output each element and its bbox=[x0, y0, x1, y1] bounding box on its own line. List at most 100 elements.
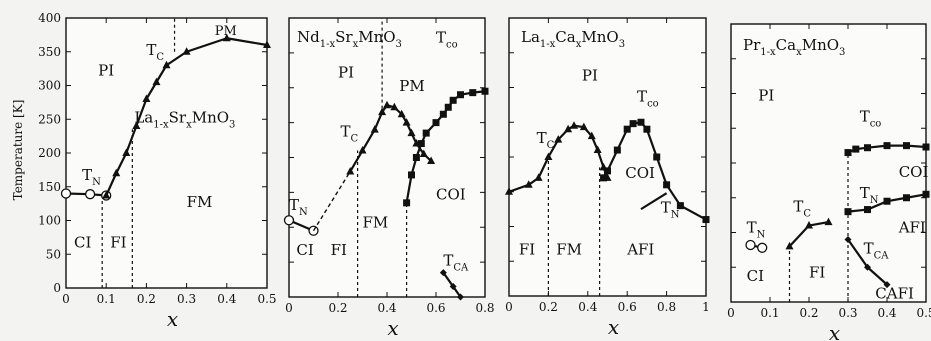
data-point-tco bbox=[417, 140, 425, 148]
panel-title: Pr1-xCaxMnO3 bbox=[743, 36, 845, 58]
phase-annotation: TC bbox=[793, 198, 811, 220]
data-point-tn bbox=[864, 206, 871, 214]
phase-annotation-part: PI bbox=[338, 63, 354, 81]
y-tick-label: 400 bbox=[38, 11, 61, 25]
phase-annotation-part: 1-x bbox=[153, 120, 169, 131]
phase-annotation: TCA bbox=[864, 239, 890, 261]
phase-annotation-part: FI bbox=[110, 234, 126, 252]
phase-annotation-part: co bbox=[446, 39, 458, 50]
x-tick-label: 0.2 bbox=[799, 306, 818, 320]
data-point-tn bbox=[883, 197, 891, 205]
panel-1: 0 0.1 0.2 0.3 0.4 0.5 0 50 100 150 200 250 300 350 400… bbox=[38, 11, 276, 331]
phase-annotation: TN bbox=[747, 219, 766, 241]
x-tick-label: 0.4 bbox=[877, 306, 896, 320]
data-point-tca bbox=[864, 263, 871, 271]
data-point-tco bbox=[469, 89, 477, 97]
phase-annotation: FI bbox=[809, 264, 825, 282]
data-point-tc bbox=[824, 217, 833, 226]
phase-annotation: Tco bbox=[637, 87, 659, 109]
x-axis-label: x bbox=[167, 307, 178, 331]
data-point-tco bbox=[903, 142, 910, 150]
x-axis-label: x bbox=[829, 321, 840, 341]
data-point-tco bbox=[412, 154, 420, 161]
phase-annotation-part: FI bbox=[809, 264, 825, 282]
phase-annotation: TCA bbox=[443, 252, 469, 274]
phase-annotation: CI bbox=[74, 234, 91, 252]
x-tick-label: 0.4 bbox=[377, 301, 396, 315]
phase-annotation-part: PI bbox=[758, 86, 774, 104]
phase-annotation-part: T bbox=[289, 196, 299, 214]
plot-frame bbox=[730, 23, 927, 303]
data-point-tc bbox=[570, 121, 579, 129]
x-tick-label: 0.8 bbox=[657, 300, 676, 314]
panel-title-part: 1-x bbox=[760, 47, 776, 58]
data-point-tc bbox=[805, 221, 813, 229]
data-point-tc bbox=[383, 100, 391, 109]
data-point-tc bbox=[524, 180, 533, 188]
x-tick-label: 0 bbox=[727, 306, 735, 320]
x-tick-label: 1 bbox=[702, 300, 710, 314]
phase-annotation-part: CI bbox=[74, 234, 91, 252]
data-point-tco bbox=[457, 91, 464, 99]
plot-frame bbox=[288, 17, 486, 298]
x-tick-label: 0.2 bbox=[539, 300, 558, 314]
phase-annotation-part: co bbox=[870, 118, 882, 129]
x-tick-label: 0 bbox=[505, 300, 513, 314]
phase-annotation-part: co bbox=[647, 98, 659, 109]
phase-annotation-part: CI bbox=[296, 241, 313, 259]
y-axis-label: Temperature [K] bbox=[11, 100, 25, 201]
phase-annotation-part: T bbox=[537, 129, 547, 147]
data-point-tn bbox=[844, 208, 852, 216]
x-tick-label: 0.2 bbox=[328, 301, 347, 315]
phase-annotation: COI bbox=[625, 164, 655, 182]
x-tick-label: 0.1 bbox=[760, 306, 779, 320]
y-tick-label: 150 bbox=[38, 180, 61, 194]
x-tick-label: 0.5 bbox=[257, 292, 276, 306]
data-point-tn bbox=[283, 215, 295, 226]
phase-annotation-part: T bbox=[436, 28, 446, 46]
panel-title: La1-xCaxMnO3 bbox=[521, 28, 625, 50]
phase-annotation-part: T bbox=[860, 184, 870, 202]
data-point-tc bbox=[397, 109, 406, 118]
phase-annotation-part: N bbox=[671, 210, 680, 221]
phase-annotation-part: FM bbox=[187, 193, 213, 211]
x-tick-label: 0 bbox=[285, 301, 293, 315]
x-tick-label: 0.6 bbox=[426, 301, 445, 315]
data-point-tc bbox=[554, 135, 563, 143]
data-point-tc bbox=[544, 152, 553, 160]
phase-annotation-part: Sr bbox=[169, 109, 187, 127]
phase-annotation: PI bbox=[758, 86, 774, 104]
data-point-tco bbox=[844, 149, 852, 157]
data-point-tco bbox=[422, 129, 430, 137]
phase-annotation: FI bbox=[519, 240, 535, 258]
panel-title: Nd1-xSrxMnO3 bbox=[297, 28, 402, 50]
phase-annotation: TN bbox=[289, 196, 308, 218]
panel-title-part: Sr bbox=[335, 28, 353, 46]
data-point-tca bbox=[457, 293, 464, 301]
phase-annotation-part: T bbox=[340, 123, 350, 141]
data-point-tc bbox=[102, 191, 111, 199]
phase-annotation: Tco bbox=[436, 28, 458, 50]
data-point-tco bbox=[852, 145, 860, 153]
phase-annotation-part: AFI bbox=[898, 219, 926, 237]
phase-annotation-part: MnO bbox=[192, 109, 229, 127]
phase-annotation: FM bbox=[363, 213, 389, 231]
phase-annotation-part: CAFI bbox=[875, 285, 914, 303]
phase-annotation-part: C bbox=[156, 52, 164, 63]
phase-annotation-part: CA bbox=[874, 250, 890, 261]
data-point-tco bbox=[864, 144, 871, 152]
y-tick-label: 250 bbox=[38, 112, 61, 126]
phase-annotation-part: T bbox=[793, 198, 803, 216]
phase-annotation-part: PI bbox=[98, 61, 114, 79]
data-point-tco bbox=[481, 87, 489, 95]
x-tick-label: 0.1 bbox=[97, 292, 116, 306]
data-point-tc bbox=[785, 241, 794, 250]
series-line-tn-tc-link bbox=[312, 171, 351, 232]
y-tick-label: 300 bbox=[38, 79, 61, 93]
phase-annotation: PI bbox=[338, 63, 354, 81]
panel-title-part: x bbox=[796, 47, 802, 58]
data-point-tco bbox=[403, 199, 411, 207]
data-point-tc bbox=[419, 149, 428, 158]
phase-annotation-part: CA bbox=[453, 263, 469, 274]
panel-title-part: 3 bbox=[396, 39, 402, 50]
